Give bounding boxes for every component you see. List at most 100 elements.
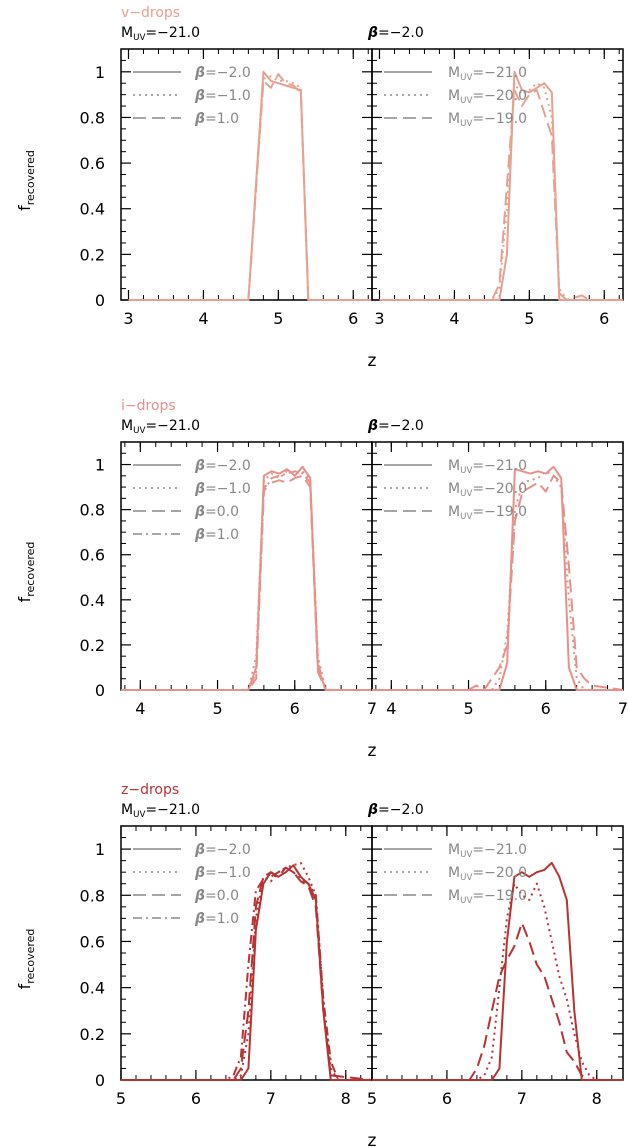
series-line-longdash <box>372 474 624 691</box>
panel-1-1: 4 5 6 7 <box>371 441 628 718</box>
legend-label-value: =−1.0 <box>205 865 251 881</box>
panel-header-value: =−21.0 <box>145 418 200 434</box>
y-tick-label: 0.4 <box>80 979 105 998</box>
legend-label-value: =−21.0 <box>472 458 527 474</box>
chart-row-0: v−drops frecovered z 3 4 5 6 0 0.2 0.4 0.6 0.8 1 3 4 5 6 <box>15 5 624 371</box>
x-tick-label: 6 <box>599 309 609 328</box>
legend-label-value: =−2.0 <box>205 458 251 474</box>
legend-label-value: =−21.0 <box>472 65 527 81</box>
group-title: v−drops <box>121 5 180 21</box>
legend-label: MUV=−19.0 <box>448 504 527 522</box>
group-title: i−drops <box>121 398 176 414</box>
legend-label-subscript: UV <box>460 489 472 499</box>
legend-label: β=−2.0 <box>194 842 251 858</box>
panel-header-value: =−21.0 <box>145 802 200 818</box>
y-tick-label: 0.2 <box>80 245 105 264</box>
legend-label-symbol: β <box>194 88 205 104</box>
y-tick-label: 0.8 <box>80 501 105 520</box>
panel-2-0: 5 6 7 8 0 0.2 0.4 0.6 0.8 1 <box>80 825 373 1108</box>
x-tick-label: 5 <box>212 699 222 718</box>
panel-header-value: =−21.0 <box>145 25 200 41</box>
panel-0-0: 3 4 5 6 0 0.2 0.4 0.6 0.8 1 <box>80 48 373 328</box>
legend-label-subscript: UV <box>460 512 472 522</box>
panel-2-1: 5 6 7 8 <box>367 825 624 1108</box>
legend-label-symbol: M <box>448 88 460 104</box>
series-line-longdash <box>372 922 623 1081</box>
panel-header-subscript: UV <box>133 426 145 436</box>
y-tick-label: 0.6 <box>80 932 105 951</box>
legend-label-value: =0.0 <box>205 888 239 904</box>
legend-label: β=1.0 <box>194 911 239 927</box>
x-axis-label: z <box>368 1131 377 1148</box>
panel-header: MUV=−21.0 <box>121 25 200 43</box>
x-tick-label: 7 <box>517 1089 527 1108</box>
panel-header-symbol: β <box>367 25 378 41</box>
x-tick-label: 6 <box>541 699 551 718</box>
y-tick-label: 0.6 <box>80 154 105 173</box>
panel-header: β=−2.0 <box>367 25 424 41</box>
series-line-dotted <box>121 470 372 691</box>
x-tick-label: 6 <box>348 309 358 328</box>
panel-header-symbol: M <box>121 802 133 818</box>
y-tick-label: 1 <box>95 840 105 859</box>
x-tick-label: 5 <box>273 309 283 328</box>
legend-label-symbol: β <box>194 504 205 520</box>
x-tick-label: 4 <box>449 309 459 328</box>
legend-label-value: =−19.0 <box>472 111 527 127</box>
legend-label: MUV=−21.0 <box>448 842 527 860</box>
legend-label-symbol: M <box>448 504 460 520</box>
panel-header-subscript: UV <box>133 810 145 820</box>
panel-header-symbol: M <box>121 25 133 41</box>
legend-label-value: =1.0 <box>205 111 239 127</box>
panel-header-subscript: UV <box>133 33 145 43</box>
x-tick-label: 5 <box>524 309 534 328</box>
legend-label-symbol: β <box>194 865 205 881</box>
legend-label-subscript: UV <box>460 896 472 906</box>
legend-label-symbol: β <box>194 111 205 127</box>
legend-label: MUV=−20.0 <box>448 481 527 499</box>
legend-label-subscript: UV <box>460 850 472 860</box>
legend-label: MUV=−21.0 <box>448 65 527 83</box>
series-line-dotted <box>379 82 623 301</box>
series-line-dashdot <box>121 866 372 1081</box>
y-tick-label: 0 <box>95 1071 105 1090</box>
panel-header-value: =−2.0 <box>378 802 424 818</box>
y-axis-label-main: f <box>15 596 34 602</box>
chart-row-1: i−drops frecovered z 4 5 6 7 0 0.2 0.4 0.6 0.8 1 4 5 6 7 <box>15 398 628 761</box>
panel-header: β=−2.0 <box>367 418 424 434</box>
y-axis-label: frecovered <box>15 542 37 603</box>
group-title: z−drops <box>121 782 179 798</box>
y-axis-label-main: f <box>15 983 34 989</box>
legend-label-symbol: M <box>448 481 460 497</box>
legend-label: MUV=−21.0 <box>448 458 527 476</box>
legend-label-value: =−1.0 <box>205 481 251 497</box>
legend-label-value: =−19.0 <box>472 888 527 904</box>
x-tick-label: 6 <box>191 1089 201 1108</box>
legend-label-subscript: UV <box>460 73 472 83</box>
x-tick-label: 6 <box>442 1089 452 1108</box>
legend-label-symbol: β <box>194 911 205 927</box>
legend-label-symbol: β <box>194 527 205 543</box>
legend-label-symbol: M <box>448 111 460 127</box>
series-line-longdash <box>121 474 372 691</box>
legend-label-value: =−20.0 <box>472 481 527 497</box>
legend-label-value: =−20.0 <box>472 865 527 881</box>
series-line-solid <box>379 70 623 301</box>
legend-label: MUV=−19.0 <box>448 888 527 906</box>
x-tick-label: 7 <box>367 699 377 718</box>
y-tick-label: 0.8 <box>80 886 105 905</box>
legend-label-value: =−2.0 <box>205 842 251 858</box>
panel-frame <box>120 48 373 301</box>
legend-label-symbol: β <box>194 481 205 497</box>
legend-label: β=−1.0 <box>194 88 251 104</box>
series-line-solid <box>372 861 623 1081</box>
y-tick-label: 0 <box>95 291 105 310</box>
x-axis-label: z <box>368 351 377 371</box>
series-line-solid <box>372 465 623 691</box>
legend-label-value: =1.0 <box>205 911 239 927</box>
y-axis-label-sub: recovered <box>24 150 37 205</box>
legend-label: MUV=−20.0 <box>448 865 527 883</box>
series-line-solid <box>121 465 372 691</box>
x-tick-label: 4 <box>386 699 396 718</box>
legend-label-subscript: UV <box>460 96 472 106</box>
